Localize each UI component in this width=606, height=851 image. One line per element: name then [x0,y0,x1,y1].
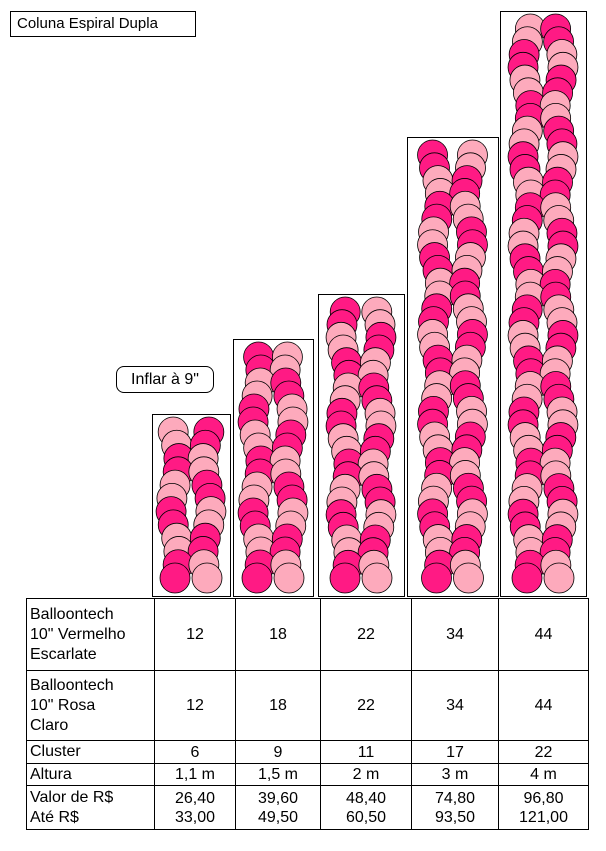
pink-count: 44 [498,670,589,741]
balloon-column [417,139,488,594]
pink-count: 22 [320,670,412,741]
red-count: 22 [320,598,412,671]
row-label-price: Valor de R$ Até R$ [26,785,155,830]
row-label-red: Balloontech 10" Vermelho Escarlate [26,598,155,671]
row-cluster: Cluster 6 9 11 17 22 [26,740,589,764]
scarlet-balloon [421,562,452,594]
red-count: 18 [235,598,321,671]
row-height: Altura 1,1 m 1,5 m 2 m 3 m 4 m [26,763,589,786]
price-cell: 39,60 49,50 [235,785,321,830]
pink-count: 34 [411,670,499,741]
row-red-balloons: Balloontech 10" Vermelho Escarlate 12 18… [26,598,589,671]
balloon-column [155,416,227,594]
scarlet-balloon [241,562,273,594]
price-cell: 96,80 121,00 [498,785,589,830]
balloon-column [325,296,397,594]
price-cell: 26,40 33,00 [154,785,236,830]
pink-balloon [543,562,575,594]
balloon-column [507,13,579,594]
red-count: 44 [498,598,589,671]
scarlet-balloon [329,562,361,594]
inflate-note: Inflar à 9" [116,366,214,393]
cluster-count: 22 [498,740,589,764]
row-price: Valor de R$ Até R$ 26,40 33,00 39,60 49,50… [26,785,589,830]
row-label-pink: Balloontech 10" Rosa Claro [26,670,155,741]
row-label-cluster: Cluster [26,740,155,764]
red-count: 12 [154,598,236,671]
cluster-count: 17 [411,740,499,764]
cluster-count: 6 [154,740,236,764]
scarlet-balloon [159,562,191,594]
column-height: 3 m [411,763,499,786]
pink-count: 12 [154,670,236,741]
column-height: 1,5 m [235,763,321,786]
column-height: 4 m [498,763,589,786]
row-label-height: Altura [26,763,155,786]
pink-count: 18 [235,670,321,741]
pink-balloon [273,562,305,594]
price-cell: 48,40 60,50 [320,785,412,830]
cluster-count: 9 [235,740,321,764]
pink-balloon [361,562,393,594]
balloon-spec-table: Balloontech 10" Vermelho Escarlate 12 18… [26,598,589,830]
scarlet-balloon [511,562,543,594]
balloon-columns-diagram [152,11,587,597]
balloon-column [237,341,309,594]
pink-balloon [453,562,484,594]
column-height: 1,1 m [154,763,236,786]
price-cell: 74,80 93,50 [411,785,499,830]
column-height: 2 m [320,763,412,786]
pink-balloon [191,562,223,594]
page-title: Coluna Espiral Dupla [10,11,196,37]
cluster-count: 11 [320,740,412,764]
row-pink-balloons: Balloontech 10" Rosa Claro 12 18 22 34 4… [26,670,589,741]
red-count: 34 [411,598,499,671]
